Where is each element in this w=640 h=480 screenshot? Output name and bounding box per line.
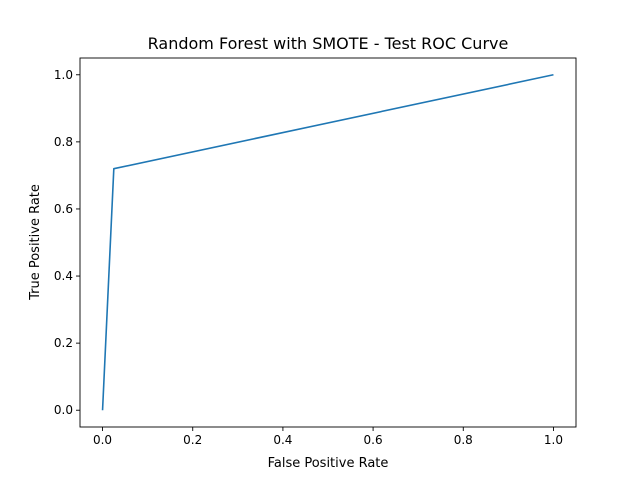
chart-title: Random Forest with SMOTE - Test ROC Curv… [148,34,509,53]
x-tick-label-5: 1.0 [544,433,563,447]
axes-frame [79,57,577,428]
roc-curve-line-0 [101,73,554,411]
y-axis-label: True Positive Rate [28,184,43,301]
x-axis-label: False Positive Rate [268,456,389,471]
x-tick-label-4: 0.8 [454,433,473,447]
x-tick-label-2: 0.4 [273,433,292,447]
x-tick-label-3: 0.6 [364,433,383,447]
y-tick-label-5: 1.0 [54,68,73,82]
plot-area: 0.0 0.2 0.4 0.6 0.8 1.0 0.0 0.2 0.4 0.6 0.8 1.0 [54,57,577,447]
y-tick-label-2: 0.4 [54,269,73,283]
x-tick-label-0: 0.0 [93,433,112,447]
y-tick-label-4: 0.8 [54,135,73,149]
y-tick-label-3: 0.6 [54,202,73,216]
x-tick-label-1: 0.2 [183,433,202,447]
y-tick-label-1: 0.2 [54,336,73,350]
y-tick-label-0: 0.0 [54,403,73,417]
